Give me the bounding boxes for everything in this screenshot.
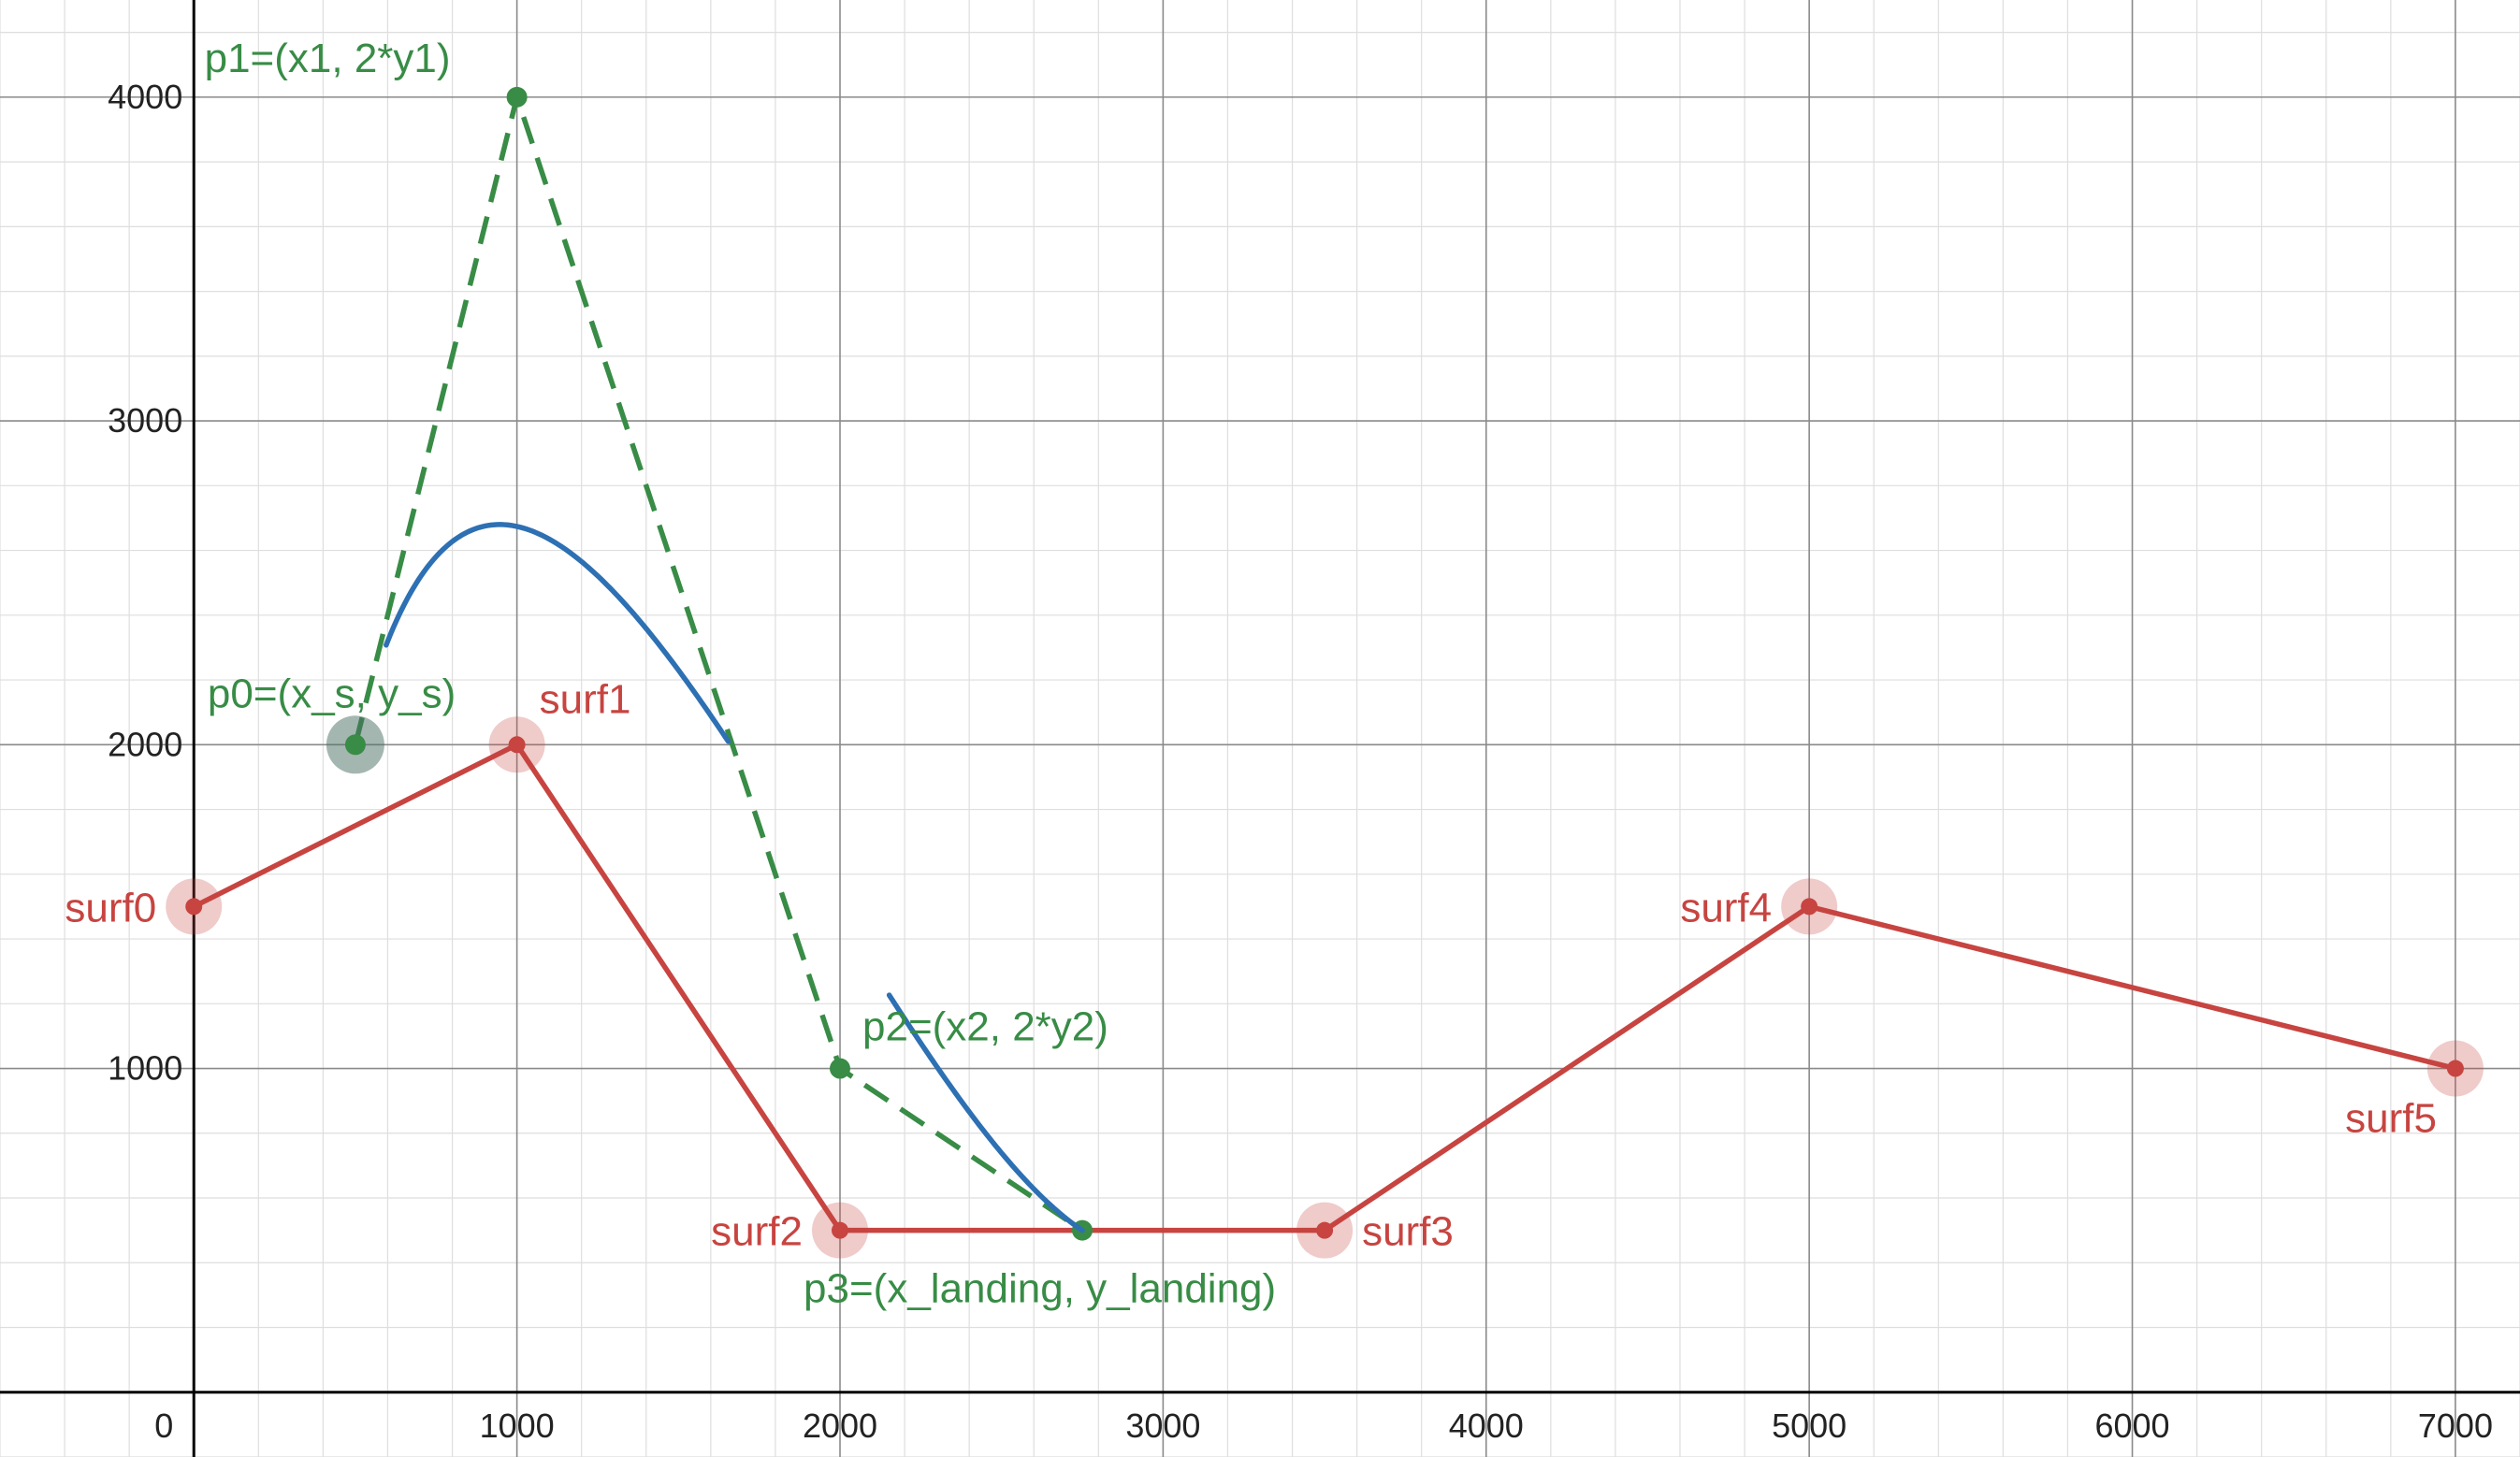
- surface-point[interactable]: [832, 1221, 848, 1239]
- control-point-label: p1=(x1, 2*y1): [205, 36, 451, 81]
- y-tick-label: 1000: [108, 1049, 182, 1088]
- control-point[interactable]: [830, 1058, 850, 1079]
- surface-point-label: surf4: [1680, 885, 1772, 930]
- surface-point[interactable]: [1316, 1221, 1334, 1239]
- y-tick-label: 4000: [108, 78, 182, 116]
- bezier-curve-series[interactable]: [384, 522, 1085, 1233]
- surface-point[interactable]: [1801, 898, 1818, 916]
- control-point[interactable]: [344, 734, 366, 756]
- surface-point-label: surf0: [65, 885, 156, 930]
- control-polygon-line[interactable]: [353, 94, 1084, 1233]
- surface-point[interactable]: [508, 736, 526, 754]
- x-tick-label: 4000: [1449, 1407, 1524, 1445]
- control-point-label: p2=(x2, 2*y2): [862, 1004, 1108, 1050]
- surface-point-label: surf3: [1362, 1209, 1454, 1255]
- x-tick-labels: 0 1000 2000 3000 4000 5000 6000 7000: [154, 1407, 2493, 1445]
- x-tick-label: 3000: [1125, 1407, 1200, 1445]
- x-tick-label: 2000: [803, 1407, 877, 1445]
- x-tick-label: 1000: [480, 1407, 555, 1445]
- control-point[interactable]: [506, 86, 528, 108]
- surface-point-label: surf5: [2345, 1096, 2437, 1142]
- control-point-label: p3=(x_landing, y_landing): [804, 1266, 1276, 1312]
- y-tick-label: 2000: [108, 725, 182, 763]
- surface-point-label: surf2: [711, 1209, 803, 1255]
- surface-point[interactable]: [185, 898, 203, 916]
- x-tick-label: 5000: [1772, 1407, 1847, 1445]
- bezier-curve[interactable]: [886, 992, 1085, 1233]
- x-tick-label: 0: [154, 1407, 173, 1445]
- control-point-label: p0=(x_s, y_s): [208, 671, 456, 716]
- point-labels: surf0 surf1 surf2 surf3 surf4 surf5 p0=(x_s, y…: [65, 36, 2437, 1312]
- x-tick-label: 7000: [2418, 1407, 2493, 1445]
- surface-point[interactable]: [2446, 1060, 2464, 1077]
- y-tick-labels: 1000 2000 3000 4000: [108, 78, 182, 1088]
- surface-line[interactable]: [192, 742, 2456, 1233]
- x-tick-label: 6000: [2094, 1407, 2169, 1445]
- bezier-curve[interactable]: [384, 522, 731, 744]
- control-polygon-series[interactable]: [326, 86, 1093, 1241]
- y-tick-label: 3000: [108, 401, 182, 440]
- surface-point-label: surf1: [540, 676, 631, 722]
- surface-series[interactable]: [166, 716, 2484, 1259]
